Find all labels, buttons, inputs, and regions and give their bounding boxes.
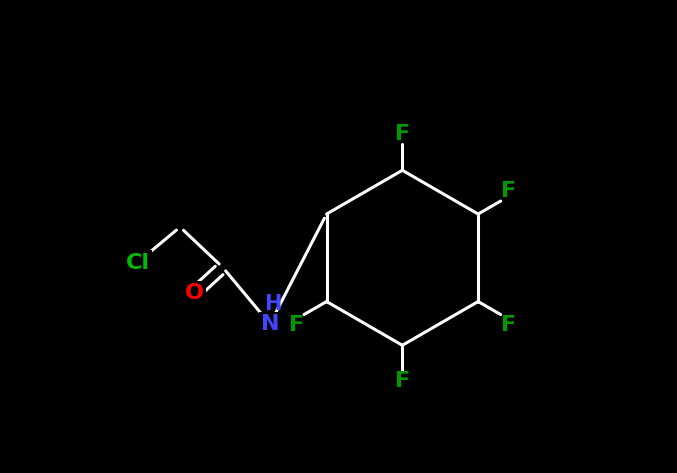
Text: F: F [501,315,516,334]
Text: Cl: Cl [125,253,150,272]
Text: F: F [289,315,304,334]
Text: N: N [261,314,279,334]
Text: F: F [501,181,516,201]
Text: O: O [185,283,204,303]
Text: F: F [395,124,410,144]
Text: H: H [264,294,282,314]
Text: F: F [395,371,410,391]
